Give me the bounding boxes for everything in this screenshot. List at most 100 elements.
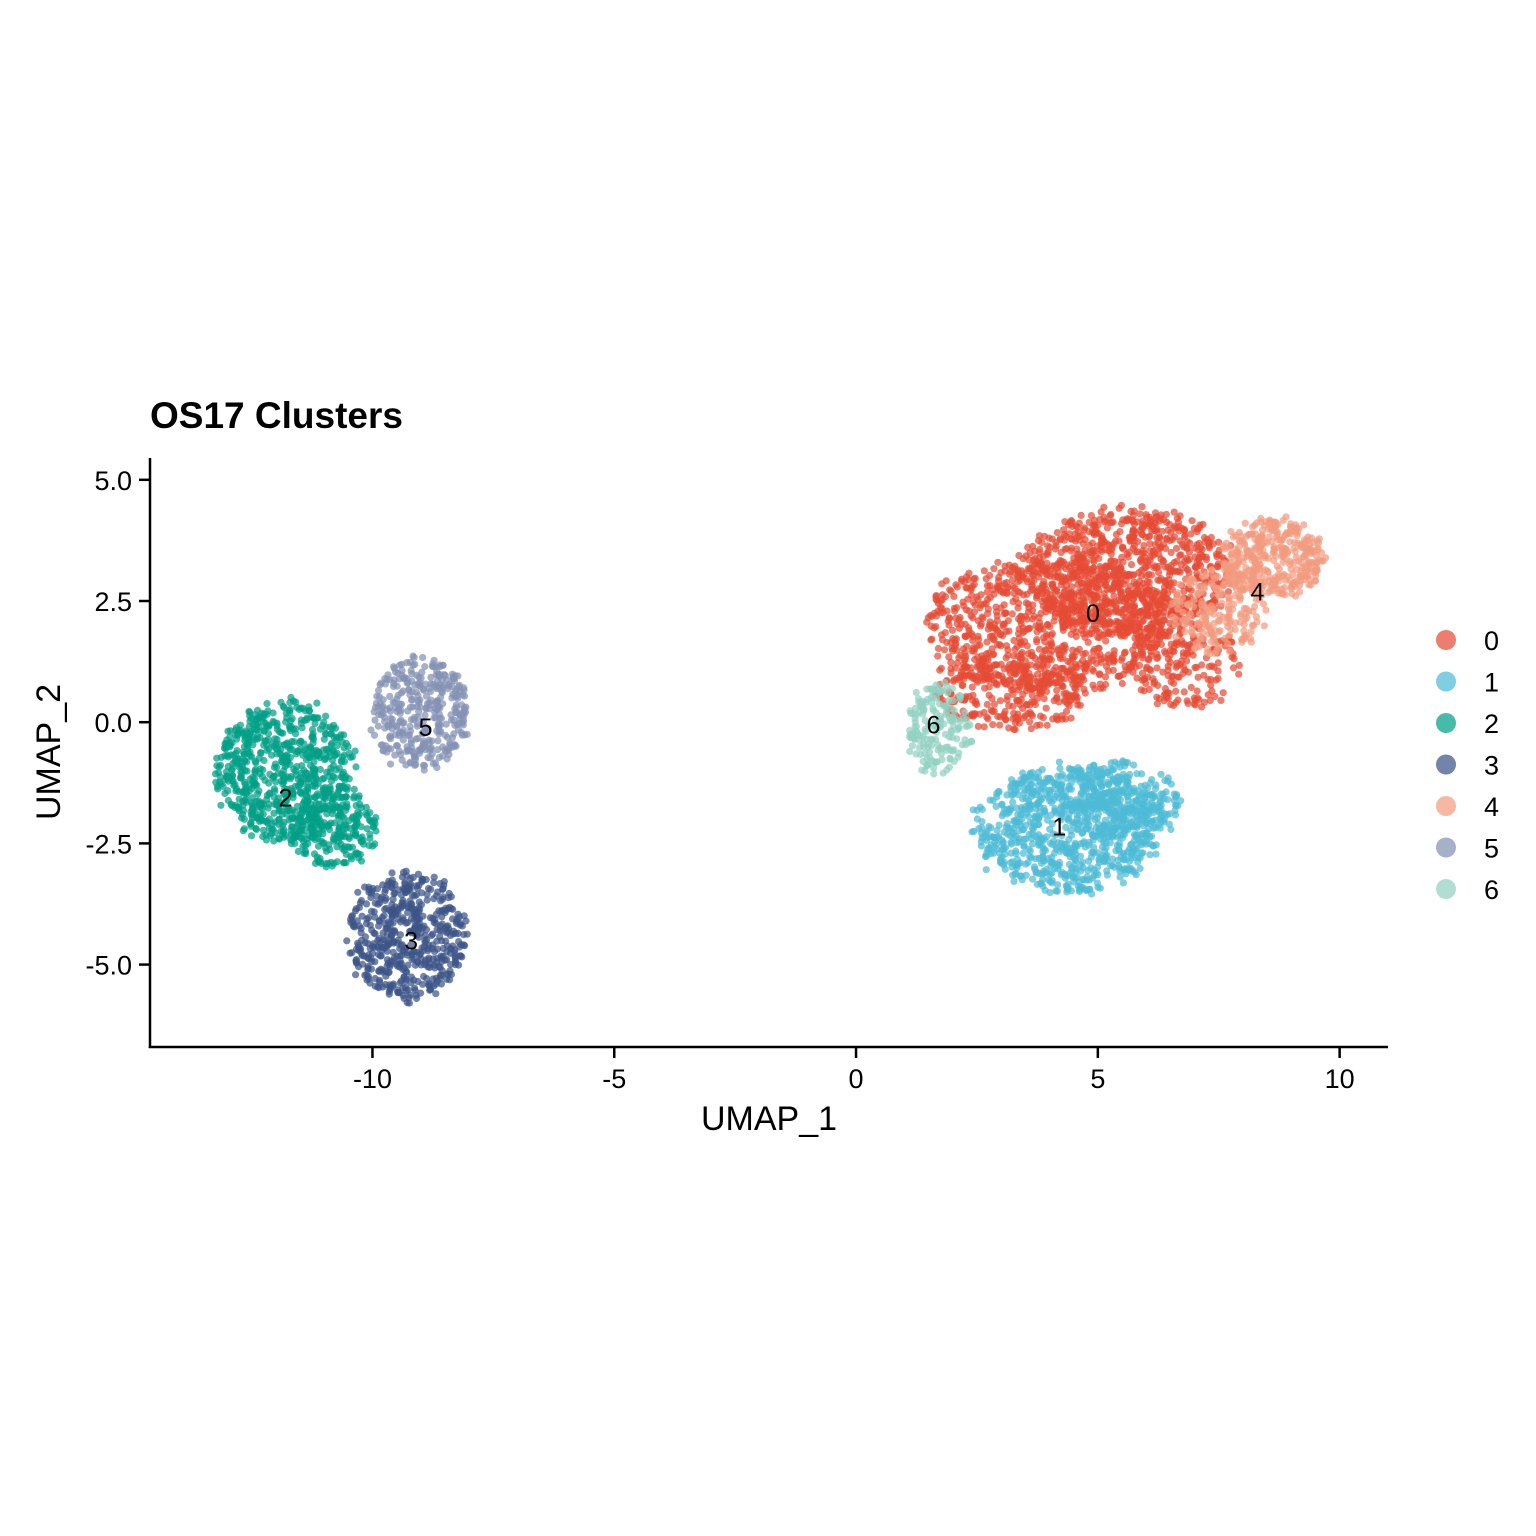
scatter-point — [310, 777, 318, 785]
scatter-point — [1260, 622, 1268, 630]
scatter-point — [1009, 582, 1017, 591]
scatter-point — [341, 785, 349, 793]
scatter-point — [992, 625, 1000, 633]
scatter-point — [1024, 709, 1032, 718]
scatter-point — [251, 780, 259, 788]
scatter-point — [330, 733, 338, 741]
scatter-point — [1091, 516, 1099, 524]
scatter-point — [246, 708, 254, 716]
scatter-point — [1235, 528, 1243, 537]
scatter-point — [269, 740, 277, 748]
scatter-point — [1144, 522, 1152, 530]
scatter-point — [331, 819, 339, 827]
scatter-point — [957, 651, 965, 660]
scatter-point — [1220, 581, 1228, 589]
scatter-point — [239, 748, 247, 756]
scatter-point — [323, 810, 331, 818]
scatter-point — [1034, 800, 1042, 808]
scatter-point — [335, 785, 343, 793]
scatter-point — [300, 775, 309, 783]
scatter-point — [1043, 661, 1051, 669]
scatter-point — [1152, 850, 1160, 858]
scatter-point — [1053, 587, 1061, 595]
scatter-point — [970, 608, 979, 616]
scatter-point — [372, 827, 380, 835]
scatter-point — [1025, 777, 1033, 785]
scatter-point — [1088, 812, 1096, 820]
scatter-point — [1025, 845, 1033, 854]
scatter-point — [1167, 700, 1175, 709]
scatter-point — [946, 586, 954, 594]
scatter-point — [1005, 570, 1014, 578]
scatter-point — [987, 824, 995, 832]
scatter-point — [1055, 758, 1063, 766]
scatter-point — [1100, 573, 1108, 581]
scatter-point — [1248, 551, 1256, 559]
scatter-point — [999, 620, 1007, 628]
scatter-point — [1184, 668, 1193, 676]
scatter-point — [362, 810, 370, 818]
scatter-point — [980, 723, 988, 731]
scatter-point — [1148, 818, 1156, 826]
scatter-point — [311, 782, 319, 791]
scatter-point — [1133, 548, 1141, 556]
scatter-point — [1037, 879, 1045, 888]
scatter-point — [1029, 826, 1037, 834]
scatter-point — [1047, 640, 1055, 648]
scatter-point — [1052, 845, 1060, 853]
scatter-point — [948, 685, 957, 693]
scatter-point — [1145, 587, 1153, 595]
scatter-point — [1110, 656, 1118, 664]
scatter-point — [999, 588, 1007, 596]
scatter-point — [1114, 773, 1122, 781]
scatter-point — [1092, 552, 1100, 560]
scatter-point — [1106, 839, 1114, 847]
scatter-point — [322, 847, 330, 855]
scatter-point — [1148, 627, 1156, 635]
scatter-point — [356, 800, 364, 809]
scatter-point — [928, 635, 936, 643]
scatter-point — [1065, 702, 1073, 710]
scatter-point — [1149, 842, 1157, 850]
scatter-point — [1022, 794, 1030, 802]
scatter-point — [1059, 682, 1067, 691]
scatter-point — [980, 567, 988, 575]
scatter-point — [994, 577, 1003, 585]
scatter-point — [1041, 846, 1050, 855]
scatter-point — [1016, 818, 1024, 826]
scatter-point — [1132, 871, 1140, 879]
scatter-point — [339, 768, 347, 776]
scatter-point — [1148, 776, 1156, 784]
scatter-point — [1027, 725, 1035, 733]
scatter-point — [1129, 571, 1137, 579]
scatter-point — [956, 692, 965, 700]
scatter-point — [1292, 565, 1301, 574]
scatter-point — [1290, 539, 1299, 547]
scatter-point — [1089, 849, 1097, 857]
scatter-point — [1048, 877, 1056, 885]
scatter-point — [1084, 638, 1092, 646]
scatter-point — [993, 661, 1001, 669]
scatter-point — [1159, 558, 1167, 566]
scatter-point — [1100, 538, 1108, 546]
scatter-point — [1171, 620, 1179, 628]
scatter-point — [1298, 573, 1306, 581]
scatter-point — [1025, 802, 1033, 810]
scatter-point — [270, 809, 278, 817]
scatter-point — [1029, 601, 1037, 609]
scatter-point — [1042, 866, 1050, 874]
scatter-point — [263, 817, 271, 826]
scatter-point — [243, 767, 251, 775]
scatter-point — [1021, 637, 1029, 646]
scatter-point — [982, 650, 991, 658]
scatter-point — [252, 759, 260, 767]
scatter-point — [1061, 518, 1069, 526]
scatter-point — [266, 789, 274, 797]
scatter-point — [1065, 814, 1073, 823]
scatter-point — [1215, 546, 1223, 555]
scatter-point — [1103, 867, 1111, 875]
scatter-point — [311, 836, 319, 844]
scatter-point — [1057, 548, 1065, 557]
scatter-point — [1157, 633, 1165, 641]
scatter-point — [1179, 608, 1187, 616]
